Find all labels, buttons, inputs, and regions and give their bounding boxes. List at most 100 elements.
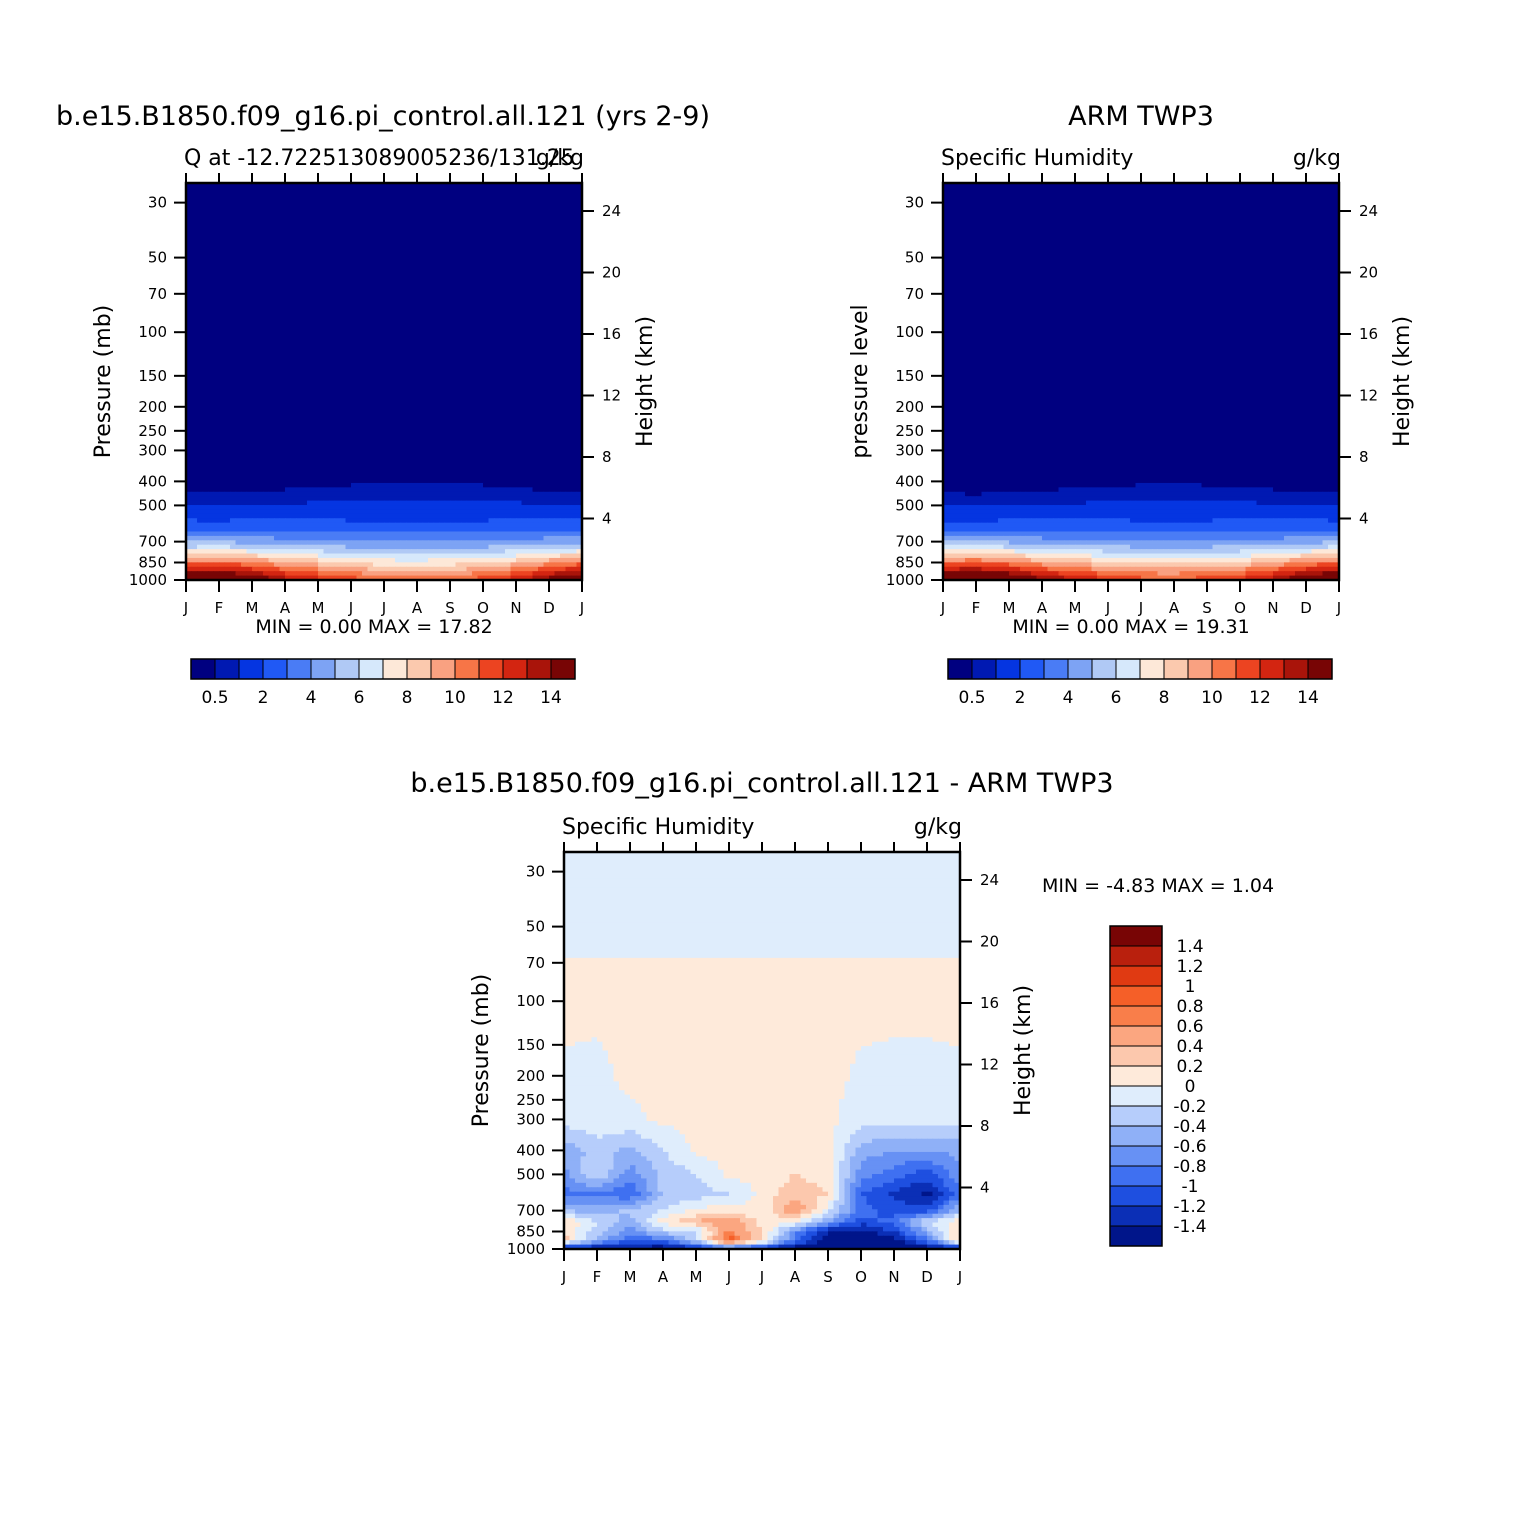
contour-cell bbox=[268, 372, 275, 378]
contour-cell bbox=[549, 213, 556, 219]
contour-cell bbox=[351, 240, 358, 246]
contour-cell bbox=[477, 341, 484, 347]
contour-cell bbox=[301, 447, 308, 453]
contour-cell bbox=[263, 235, 270, 241]
contour-cell bbox=[257, 253, 264, 259]
contour-cell bbox=[318, 293, 325, 299]
contour-cell bbox=[422, 474, 429, 480]
contour-cell bbox=[406, 412, 413, 418]
contour-cell bbox=[554, 288, 561, 294]
contour-cell bbox=[499, 482, 506, 488]
contour-cell bbox=[208, 355, 215, 361]
contour-cell bbox=[384, 350, 391, 356]
contour-cell bbox=[488, 478, 495, 484]
contour-cell bbox=[554, 337, 561, 343]
contour-cell bbox=[395, 452, 402, 458]
contour-cell bbox=[433, 222, 440, 228]
contour-cell bbox=[191, 249, 198, 255]
contour-cell bbox=[466, 434, 473, 440]
contour-cell bbox=[246, 465, 253, 471]
contour-cell bbox=[461, 293, 468, 299]
contour-cell bbox=[263, 346, 270, 352]
contour-cell bbox=[241, 434, 248, 440]
contour-cell bbox=[549, 447, 556, 453]
contour-cell bbox=[472, 209, 479, 215]
contour-cell bbox=[252, 332, 259, 338]
contour-cell bbox=[444, 227, 451, 233]
contour-cell bbox=[466, 288, 473, 294]
contour-cell bbox=[477, 293, 484, 299]
contour-cell bbox=[307, 257, 314, 263]
contour-cell bbox=[433, 381, 440, 387]
contour-cell bbox=[296, 381, 303, 387]
contour-cell bbox=[560, 337, 567, 343]
contour-cell bbox=[428, 385, 435, 391]
contour-cell bbox=[362, 209, 369, 215]
contour-cell bbox=[378, 478, 385, 484]
contour-cell bbox=[428, 310, 435, 316]
contour-cell bbox=[219, 240, 226, 246]
contour-cell bbox=[373, 403, 380, 409]
contour-cell bbox=[213, 306, 220, 312]
contour-cell bbox=[433, 209, 440, 215]
contour-cell bbox=[488, 341, 495, 347]
contour-cell bbox=[285, 399, 292, 405]
contour-cell bbox=[505, 385, 512, 391]
contour-cell bbox=[422, 341, 429, 347]
contour-cell bbox=[516, 390, 523, 396]
contour-cell bbox=[417, 363, 424, 369]
contour-cell bbox=[450, 187, 457, 193]
contour-cell bbox=[301, 275, 308, 281]
contour-cell bbox=[186, 262, 193, 268]
contour-cell bbox=[472, 183, 479, 189]
contour-cell bbox=[318, 460, 325, 466]
contour-cell bbox=[483, 315, 490, 321]
contour-cell bbox=[560, 478, 567, 484]
contour-cell bbox=[472, 421, 479, 427]
contour-cell bbox=[307, 350, 314, 356]
contour-cell bbox=[455, 266, 462, 272]
contour-cell bbox=[274, 460, 281, 466]
contour-cell bbox=[285, 447, 292, 453]
contour-cell bbox=[433, 425, 440, 431]
contour-cell bbox=[499, 284, 506, 290]
contour-cell bbox=[274, 319, 281, 325]
contour-cell bbox=[543, 266, 550, 272]
contour-cell bbox=[301, 280, 308, 286]
contour-cell bbox=[312, 275, 319, 281]
contour-cell bbox=[246, 284, 253, 290]
contour-cell bbox=[521, 434, 528, 440]
contour-cell bbox=[428, 407, 435, 413]
contour-cell bbox=[516, 249, 523, 255]
contour-cell bbox=[472, 372, 479, 378]
contour-cell bbox=[362, 280, 369, 286]
contour-cell bbox=[301, 465, 308, 471]
contour-cell bbox=[257, 235, 264, 241]
contour-cell bbox=[329, 359, 336, 365]
contour-cell bbox=[406, 447, 413, 453]
contour-cell bbox=[411, 482, 418, 488]
contour-cell bbox=[483, 381, 490, 387]
contour-cell bbox=[312, 438, 319, 444]
contour-cell bbox=[362, 196, 369, 202]
contour-cell bbox=[219, 222, 226, 228]
contour-cell bbox=[197, 209, 204, 215]
contour-cell bbox=[505, 310, 512, 316]
contour-cell bbox=[428, 280, 435, 286]
contour-cell bbox=[450, 306, 457, 312]
contour-cell bbox=[318, 328, 325, 334]
contour-cell bbox=[252, 421, 259, 427]
contour-cell bbox=[191, 262, 198, 268]
contour-cell bbox=[340, 425, 347, 431]
contour-cell bbox=[351, 421, 358, 427]
contour-cell bbox=[213, 324, 220, 330]
contour-cell bbox=[257, 332, 264, 338]
contour-cell bbox=[538, 196, 545, 202]
contour-cell bbox=[543, 416, 550, 422]
contour-cell bbox=[263, 381, 270, 387]
contour-cell bbox=[241, 288, 248, 294]
contour-cell bbox=[345, 280, 352, 286]
contour-cell bbox=[367, 381, 374, 387]
contour-cell bbox=[367, 430, 374, 436]
contour-cell bbox=[505, 280, 512, 286]
